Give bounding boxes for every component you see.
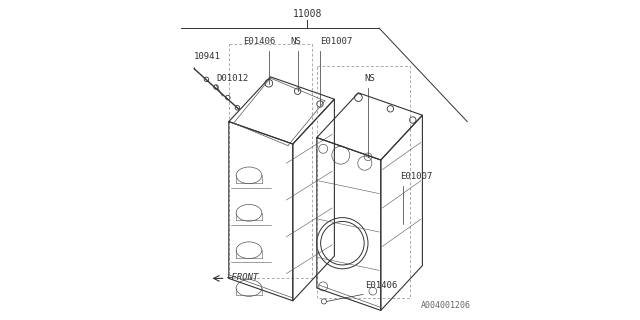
Text: E01406: E01406 [365, 281, 397, 290]
Text: 11008: 11008 [292, 9, 322, 19]
Text: D01012: D01012 [216, 74, 248, 83]
Text: ←FRONT: ←FRONT [227, 273, 259, 282]
Text: NS: NS [291, 37, 301, 46]
Text: A004001206: A004001206 [420, 301, 470, 310]
Text: E01007: E01007 [320, 37, 352, 46]
Text: E01406: E01406 [243, 37, 275, 46]
Text: 10941: 10941 [195, 52, 221, 61]
Text: E01007: E01007 [400, 172, 432, 181]
Text: NS: NS [365, 74, 376, 83]
